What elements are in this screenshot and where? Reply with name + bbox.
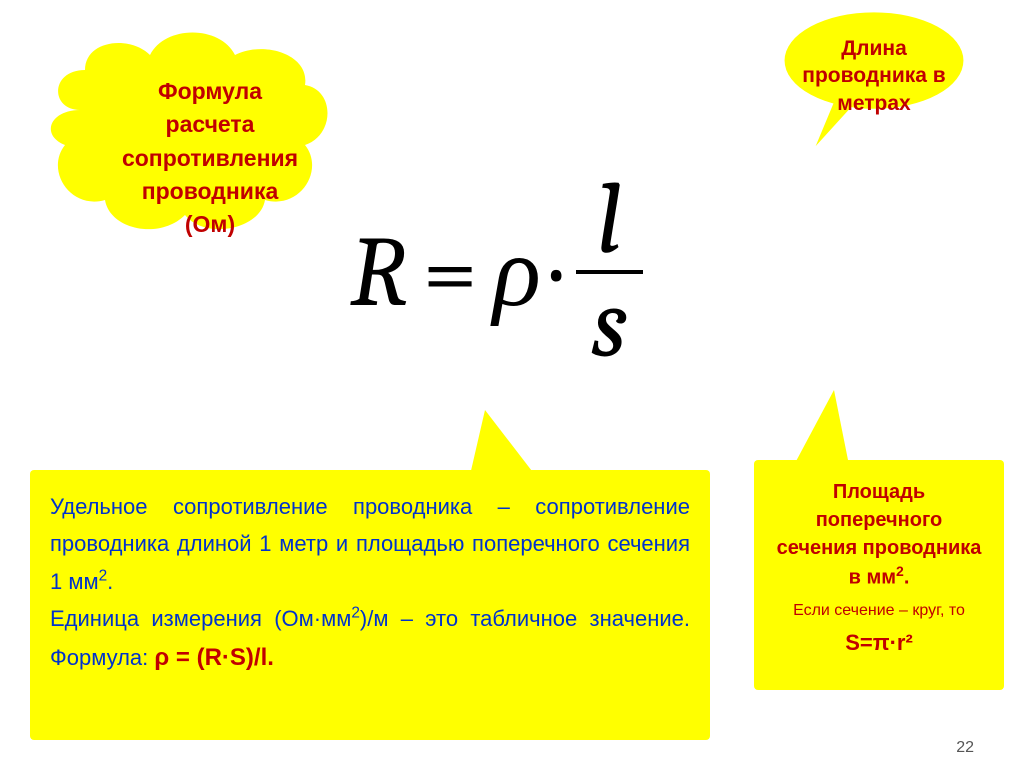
main-formula: R = ρ · l s (350, 170, 643, 374)
oval-text: Длина проводника в метрах (774, 35, 974, 117)
callout-body: Площадь поперечного сечения проводника в… (754, 460, 1004, 690)
cloud-text: Формула расчета сопротивления проводника… (90, 75, 330, 242)
area-text: Площадь поперечного сечения проводника в… (774, 478, 984, 659)
formula-dot: · (551, 215, 562, 330)
formula-rho: ρ (493, 214, 541, 330)
formula-denominator: s (576, 274, 642, 374)
formula-R: R (350, 215, 407, 330)
callout-tail (794, 390, 849, 465)
rect-callout-right: Площадь поперечного сечения проводника в… (754, 460, 1004, 690)
formula-equals: = (422, 215, 477, 330)
callout-body: Удельное сопротивление проводника – сопр… (30, 470, 710, 740)
formula-numerator: l (582, 170, 638, 270)
formula-fraction: l s (576, 170, 642, 374)
page-number: 22 (956, 739, 974, 757)
area-formula: S=π·r² (774, 628, 984, 659)
rho-formula: ρ = (R·S)/l. (154, 644, 274, 671)
callout-tail (470, 410, 535, 475)
definition-text: Удельное сопротивление проводника – сопр… (50, 488, 690, 678)
rect-callout-left: Удельное сопротивление проводника – сопр… (30, 470, 710, 740)
oval-callout: Длина проводника в метрах (754, 10, 994, 150)
area-sub: Если сечение – круг, то (774, 600, 984, 622)
cloud-callout: Формула расчета сопротивления проводника… (30, 20, 340, 250)
